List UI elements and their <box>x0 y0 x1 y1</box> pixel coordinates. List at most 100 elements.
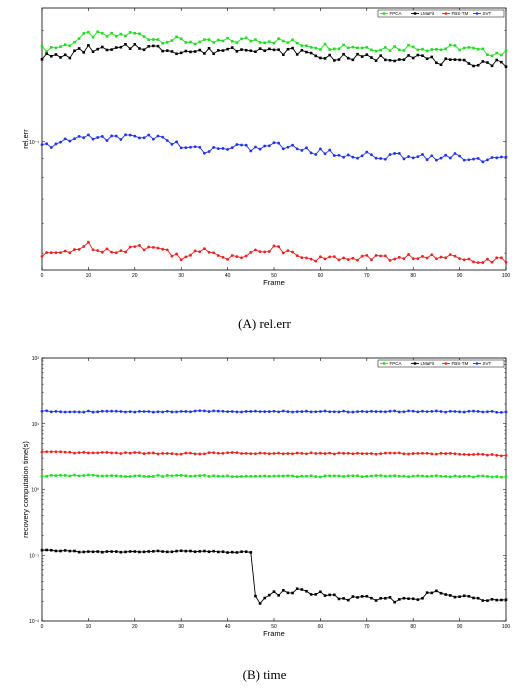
data-point <box>360 154 364 158</box>
data-point <box>254 38 257 41</box>
data-point <box>486 53 489 57</box>
legend-label: FBS-TM <box>452 11 469 16</box>
data-point <box>45 548 48 552</box>
data-point <box>179 258 183 262</box>
data-point <box>156 473 160 477</box>
data-point <box>421 451 424 455</box>
data-point <box>365 53 369 56</box>
data-point <box>402 58 406 62</box>
data-point <box>63 137 67 141</box>
data-point <box>133 43 137 46</box>
data-point <box>384 46 387 49</box>
caption-a-text: rel.err <box>259 316 291 331</box>
data-point <box>263 49 267 53</box>
x-tick-label: 80 <box>410 624 416 630</box>
data-point <box>272 452 276 455</box>
data-point <box>73 248 76 251</box>
data-point <box>96 550 99 553</box>
data-point <box>119 550 123 554</box>
data-point <box>142 410 146 413</box>
data-point <box>263 144 267 148</box>
data-point <box>212 52 215 55</box>
data-point <box>96 249 100 252</box>
data-point <box>244 48 248 52</box>
data-point <box>189 40 192 44</box>
x-tick-label: 40 <box>225 624 231 630</box>
data-point <box>101 45 104 49</box>
data-point <box>319 56 322 60</box>
data-point <box>63 249 67 253</box>
data-point <box>258 41 262 44</box>
data-point <box>333 474 336 478</box>
data-point <box>407 54 410 57</box>
data-point <box>490 409 494 413</box>
data-point <box>411 409 415 413</box>
data-point <box>161 247 165 251</box>
data-point <box>230 146 234 150</box>
data-point <box>435 158 438 162</box>
data-point <box>119 32 123 36</box>
data-point <box>365 452 369 455</box>
data-point <box>230 254 234 257</box>
data-point <box>59 251 62 255</box>
data-point <box>319 48 322 51</box>
data-point <box>240 37 243 41</box>
data-point <box>295 53 299 56</box>
data-point <box>370 153 373 157</box>
data-point <box>393 600 396 604</box>
data-point <box>481 47 485 51</box>
data-point <box>351 474 355 478</box>
data-point <box>360 254 364 258</box>
data-point <box>370 409 373 413</box>
data-point <box>356 410 359 414</box>
data-point <box>45 409 49 413</box>
data-point <box>193 409 197 413</box>
data-point <box>328 451 332 455</box>
data-point <box>267 452 271 456</box>
data-point <box>448 451 452 455</box>
data-point <box>425 451 429 455</box>
data-point <box>421 409 424 413</box>
data-point <box>235 50 239 53</box>
data-point <box>286 47 290 51</box>
data-point <box>453 58 457 61</box>
data-point <box>435 257 438 261</box>
data-point <box>416 155 420 159</box>
data-point <box>500 475 503 479</box>
data-point <box>63 450 67 454</box>
data-point <box>49 46 53 49</box>
data-point <box>309 410 313 414</box>
data-point <box>407 597 410 600</box>
data-point <box>235 410 239 414</box>
data-point <box>77 410 81 414</box>
series-line <box>41 134 507 163</box>
data-point <box>258 47 262 50</box>
data-point <box>323 594 327 597</box>
data-point <box>374 59 378 62</box>
data-point <box>421 474 424 478</box>
data-point <box>235 475 239 478</box>
data-point <box>281 474 285 478</box>
data-point <box>147 410 151 413</box>
data-point <box>370 56 373 59</box>
data-point <box>142 550 146 554</box>
data-point <box>267 410 271 413</box>
data-point <box>370 474 373 478</box>
data-point <box>193 474 197 478</box>
data-point <box>402 49 406 52</box>
data-point <box>91 50 95 53</box>
data-point <box>495 410 499 414</box>
data-point <box>393 45 396 48</box>
data-point <box>305 452 308 456</box>
data-point <box>384 474 387 478</box>
data-point <box>263 41 267 45</box>
data-point <box>286 591 290 595</box>
legend-label: FPCA <box>390 11 402 16</box>
data-point <box>472 46 475 50</box>
data-point <box>495 475 499 478</box>
data-point <box>281 409 285 413</box>
data-point <box>425 57 429 61</box>
data-point <box>374 599 378 602</box>
data-point <box>430 452 434 456</box>
data-point <box>63 410 67 414</box>
